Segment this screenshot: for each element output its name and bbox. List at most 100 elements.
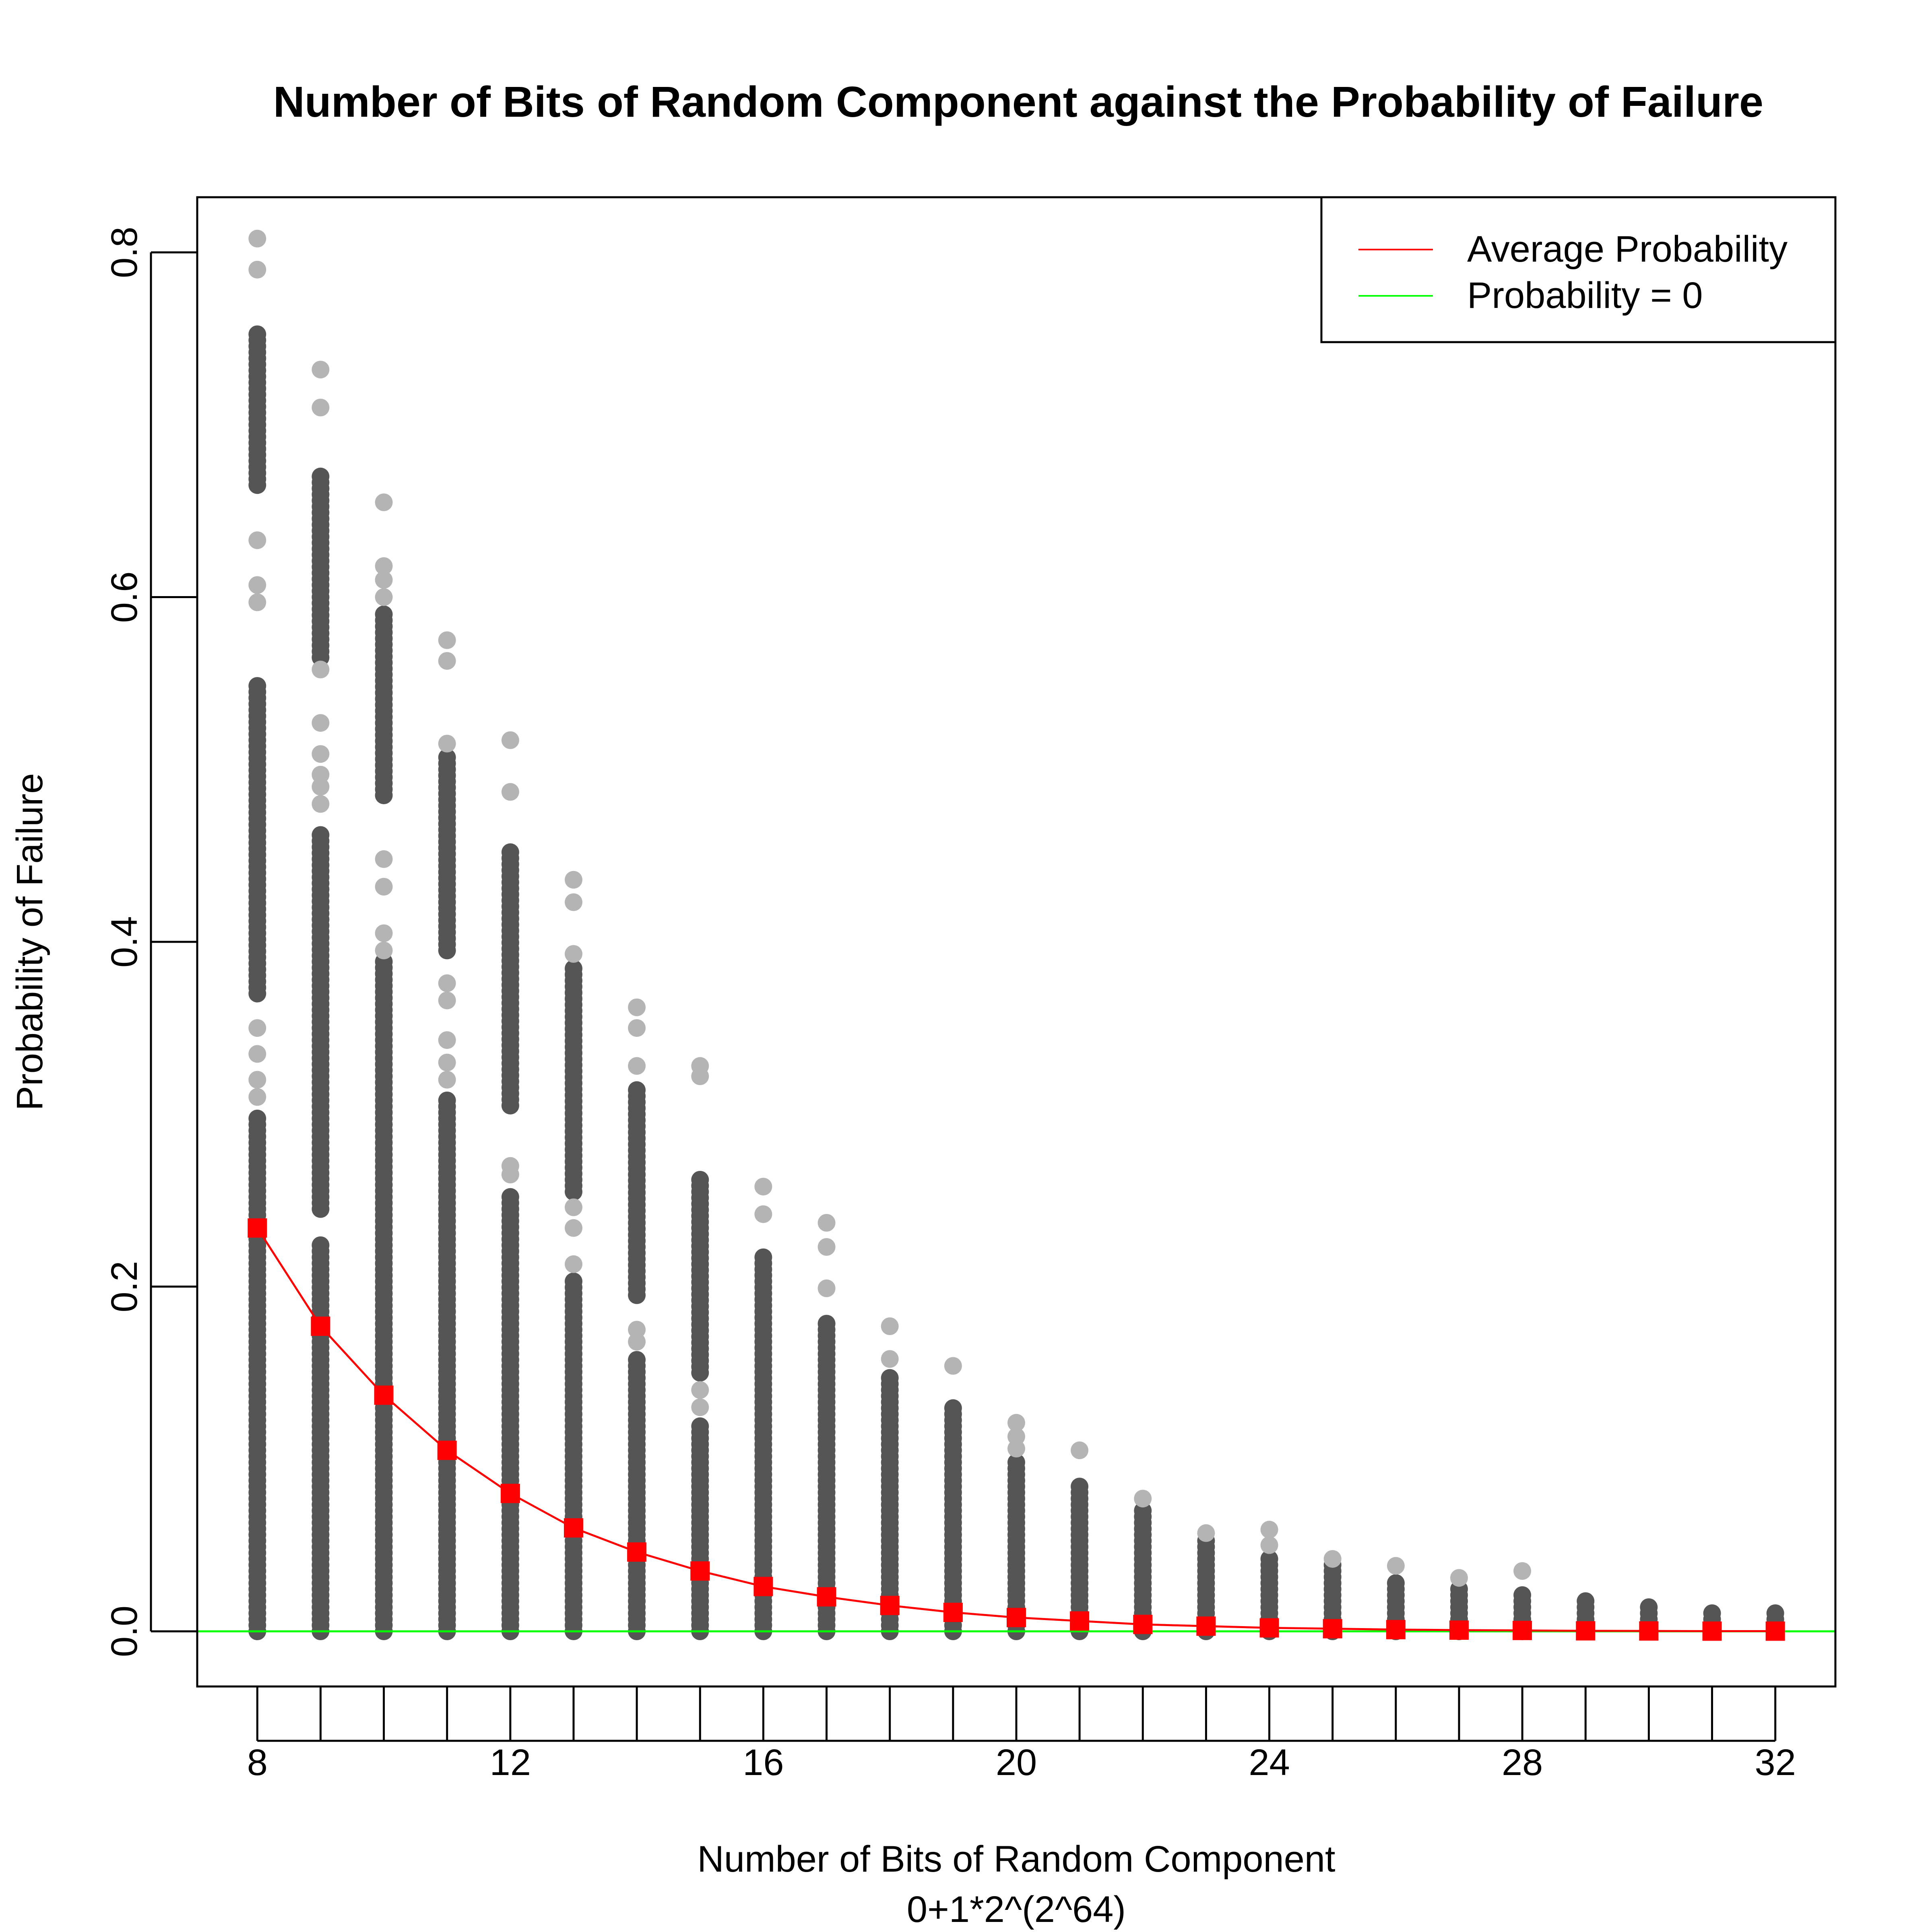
scatter-point-outlier [438,1071,456,1089]
scatter-point-outlier [691,1381,709,1399]
scatter-point-outlier [438,652,456,670]
x-tick-label: 20 [996,1742,1037,1783]
scatter-point-outlier [312,745,330,763]
scatter-point-outlier [628,1019,646,1037]
scatter-point-outlier [817,1238,836,1256]
chart-title: Number of Bits of Random Component again… [273,77,1763,126]
average-probability-marker [564,1518,583,1538]
legend-zero-label: Probability = 0 [1467,275,1703,316]
scatter-point-outlier [754,1205,772,1223]
scatter-point-outlier [691,1067,709,1085]
scatter-point [248,325,266,343]
scatter-point [1577,1592,1595,1610]
scatter-point-outlier [438,974,456,992]
average-probability-marker [1639,1621,1659,1641]
scatter-point-outlier [248,1045,266,1063]
scatter-point-outlier [881,1317,899,1335]
scatter-point [248,677,266,695]
average-probability-marker [1765,1621,1785,1641]
scatter-point [1703,1604,1721,1622]
scatter-point-outlier [248,229,266,248]
scatter-point-outlier [1260,1521,1278,1539]
scatter-point-outlier [565,1198,582,1216]
average-probability-marker [1323,1619,1342,1639]
scatter-point-outlier [565,1255,582,1273]
scatter-point-outlier [501,731,519,749]
scatter-points [248,229,1784,1640]
scatter-point [1071,1478,1089,1496]
scatter-point-outlier [375,557,393,575]
scatter-point [501,1188,519,1206]
scatter-point-outlier [1007,1414,1025,1432]
average-probability-marker [627,1542,647,1562]
scatter-point [1513,1586,1532,1604]
scatter-point [565,1272,582,1290]
scatter-point [1007,1453,1025,1472]
x-axis-sublabel: 0+1*2^(2^64) [907,1889,1126,1930]
scatter-point-outlier [628,998,646,1016]
scatter-point-outlier [628,1057,646,1075]
scatter-point-outlier [565,893,582,911]
average-probability-marker [1513,1620,1532,1640]
scatter-point-outlier [375,878,393,896]
scatter-point [1387,1574,1405,1592]
legend-average-label: Average Probability [1467,229,1788,270]
scatter-point-outlier [312,398,330,417]
scatter-point-outlier [312,778,330,796]
average-probability-marker [1196,1616,1216,1636]
average-probability-marker [1007,1608,1026,1627]
scatter-point [565,960,582,978]
scatter-point-outlier [1134,1490,1152,1508]
scatter-point-outlier [1197,1524,1215,1542]
scatter-point [691,1417,709,1435]
legend: Average Probability Probability = 0 [1320,196,1837,343]
x-tick-label: 12 [490,1742,531,1783]
average-probability-marker [880,1596,900,1615]
scatter-point [944,1399,962,1417]
scatter-point-outlier [817,1279,836,1297]
scatter-point [438,748,456,766]
scatter-point-outlier [438,735,456,753]
scatter-point-outlier [375,571,393,589]
scatter-point [881,1369,899,1387]
y-tick-label: 0.0 [104,1606,145,1657]
y-tick-label: 0.8 [104,227,145,278]
x-axis-label: Number of Bits of Random Component [697,1839,1335,1880]
average-probability-marker [1449,1620,1469,1640]
average-probability-marker [1702,1621,1722,1641]
x-axis: 8 12 16 20 24 28 32 [247,1686,1796,1783]
scatter-point [1260,1550,1278,1568]
scatter-point [691,1171,709,1189]
scatter-point [312,826,330,844]
scatter-point-outlier [944,1357,962,1375]
y-tick-label: 0.4 [104,916,145,968]
scatter-point-outlier [312,361,330,379]
y-axis-label: Probability of Failure [9,773,50,1111]
scatter-point-outlier [881,1350,899,1368]
scatter-point [248,1109,266,1127]
scatter-point-outlier [565,1219,582,1237]
scatter-point-outlier [438,991,456,1009]
scatter-point [1766,1604,1784,1622]
average-probability-marker [1576,1621,1596,1641]
scatter-point-outlier [628,1333,646,1351]
average-probability-marker [690,1561,710,1581]
scatter-point-outlier [817,1214,836,1232]
scatter-point [312,467,330,485]
average-probability-marker [500,1484,520,1503]
scatter-point-outlier [565,945,582,963]
scatter-point [312,1236,330,1254]
y-axis: 0.0 0.2 0.4 0.6 0.8 [104,227,197,1657]
average-probability-marker [1070,1611,1090,1631]
scatter-point-outlier [375,850,393,868]
scatter-point [628,1351,646,1369]
scatter-point-outlier [1387,1557,1405,1575]
scatter-point-outlier [248,1071,266,1089]
x-tick-label: 32 [1755,1742,1796,1783]
x-tick-label: 8 [247,1742,268,1783]
scatter-point-outlier [754,1178,772,1196]
scatter-point-outlier [438,1031,456,1049]
x-tick-label: 28 [1502,1742,1543,1783]
scatter-point-outlier [312,795,330,813]
